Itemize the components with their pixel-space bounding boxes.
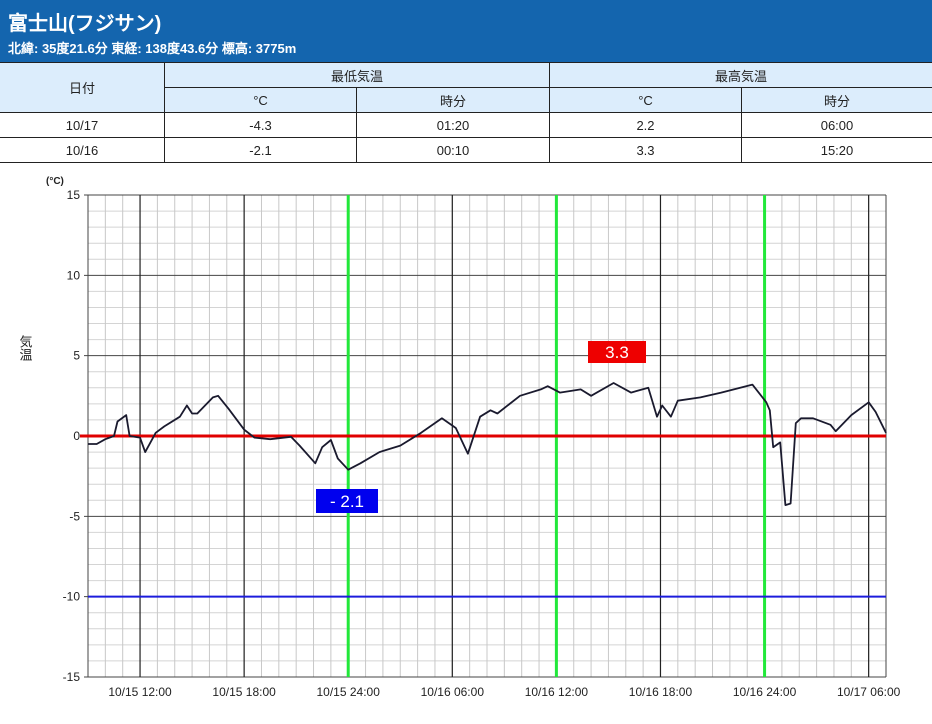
- x-tick-label: 10/16 18:00: [629, 685, 693, 699]
- col-min-temp: 最低気温: [164, 62, 550, 88]
- cell-date: 10/16: [0, 137, 165, 163]
- x-tick-label: 10/17 06:00: [837, 685, 901, 699]
- x-tick-label: 10/15 18:00: [212, 685, 276, 699]
- cell-min-time: 01:20: [356, 112, 550, 138]
- table-row: 10/17 -4.3 01:20 2.2 06:00: [0, 112, 932, 138]
- col-max-temp: 最高気温: [549, 62, 932, 88]
- y-axis-label: 気温: [17, 334, 33, 361]
- x-tick-label: 10/15 24:00: [317, 685, 381, 699]
- y-tick-label: 0: [73, 429, 80, 443]
- temperature-summary-table: 日付 最低気温 最高気温 °C 時分 °C 時分 10/17 -4.3 01:2…: [0, 62, 932, 163]
- cell-min-c: -2.1: [164, 137, 357, 163]
- cell-min-time: 00:10: [356, 137, 550, 163]
- y-tick-label: 10: [67, 268, 81, 282]
- cell-max-c: 3.3: [549, 137, 742, 163]
- cell-max-c: 2.2: [549, 112, 742, 138]
- cell-min-c: -4.3: [164, 112, 357, 138]
- y-tick-label: 5: [73, 349, 80, 363]
- cell-max-time: 15:20: [741, 137, 932, 163]
- cell-max-time: 06:00: [741, 112, 932, 138]
- min-value-label: - 2.1: [330, 492, 364, 511]
- x-tick-label: 10/16 12:00: [525, 685, 589, 699]
- col-min-time: 時分: [356, 87, 550, 113]
- y-unit-label: (°C): [46, 176, 64, 187]
- station-coordinates: 北緯: 35度21.6分 東経: 138度43.6分 標高: 3775m: [8, 41, 297, 56]
- x-tick-label: 10/16 24:00: [733, 685, 797, 699]
- x-tick-label: 10/15 12:00: [108, 685, 172, 699]
- col-max-time: 時分: [741, 87, 932, 113]
- col-max-c: °C: [549, 87, 742, 113]
- y-tick-label: -15: [63, 670, 81, 684]
- y-tick-label: -10: [63, 590, 81, 604]
- max-value-box: [588, 341, 646, 363]
- col-min-c: °C: [164, 87, 357, 113]
- min-value-box: [316, 489, 378, 513]
- y-tick-label: -5: [69, 509, 80, 523]
- cell-date: 10/17: [0, 112, 165, 138]
- temperature-line: [88, 382, 887, 507]
- max-value-label: 3.3: [605, 343, 629, 362]
- temperature-chart: 15 10 5 0 -5 -10 -15 10/15 12:00 10/15 18:00 10/1…: [17, 176, 901, 699]
- y-tick-label: 15: [67, 188, 81, 202]
- col-date: 日付: [0, 62, 165, 113]
- station-header: 富士山(フジサン) 北緯: 35度21.6分 東経: 138度43.6分 標高:…: [0, 0, 932, 62]
- station-title: 富士山(フジサン): [8, 13, 162, 35]
- x-tick-label: 10/16 06:00: [421, 685, 485, 699]
- table-row: 10/16 -2.1 00:10 3.3 15:20: [0, 137, 932, 163]
